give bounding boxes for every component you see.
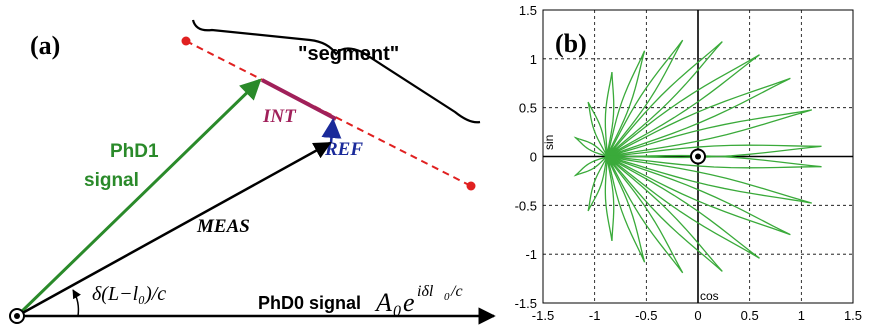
loop-curve-10 [573, 155, 608, 177]
loop-curve-11 [587, 156, 608, 212]
formula-exp: iδl [417, 283, 434, 300]
x-tick-label-5: 1 [798, 308, 805, 323]
loop-curve-7 [604, 71, 615, 157]
loop-curve-17 [606, 155, 791, 236]
panel-a-label: (a) [30, 31, 60, 60]
segment-label: "segment" [298, 43, 399, 65]
ref-arrow [321, 118, 342, 144]
loop-curve-3 [606, 54, 760, 158]
loop-curve-12 [604, 156, 615, 242]
angle-arc [72, 289, 81, 317]
panel-b: -1.5 -1 -0.5 0 0.5 1 1.5 1.5 1 0.5 0 -0.5 -1 -1.5 (b… [515, 3, 862, 323]
y-axis-label: sin [542, 135, 556, 150]
x-tick-label-1: -1 [589, 308, 601, 323]
phd0-formula: A 0 e iδl 0 /c [374, 283, 463, 320]
x-axis-label: cos [700, 289, 719, 303]
loop-curve-2 [606, 77, 791, 158]
phd1-label-line2: signal [84, 170, 139, 191]
loop-curve-5 [606, 39, 684, 157]
panel-a: (a) "segment" INT REF PhD1 signal MEAS δ… [9, 19, 496, 325]
formula-A-sub: 0 [393, 303, 401, 320]
x-tick-label-2: -0.5 [635, 308, 657, 323]
loop-curve-9 [573, 136, 608, 158]
phd1-label-line1: PhD1 [110, 141, 159, 162]
x-tick-label-0: -1.5 [532, 308, 554, 323]
segment-end-right [466, 181, 476, 191]
loop-curves [573, 39, 822, 274]
angle-label: δ(L−l₀)/c [92, 283, 166, 305]
formula-A: A [374, 288, 392, 317]
segment-end-left [181, 36, 191, 46]
loop-curve-6 [606, 50, 646, 157]
loop-curve-0 [607, 144, 822, 159]
formula-exp-tail: /c [450, 283, 463, 300]
y-tick-label-0: 1.5 [519, 3, 537, 18]
ref-label: REF [324, 139, 363, 160]
loop-curve-8 [587, 101, 608, 157]
loop-curve-19 [607, 154, 822, 169]
y-tick-label-3: 0 [530, 150, 537, 165]
plot-origin-inner [695, 153, 701, 160]
meas-label: MEAS [196, 216, 250, 237]
loop-curve-18 [606, 155, 812, 204]
y-tick-label-2: 0.5 [519, 101, 537, 116]
int-label: INT [262, 106, 297, 127]
x-tick-labels: -1.5 -1 -0.5 0 0.5 1 1.5 [532, 308, 862, 323]
x-tick-label-3: 0 [694, 308, 701, 323]
formula-exp-sub: 0 [444, 291, 450, 303]
y-tick-label-1: 1 [530, 52, 537, 67]
loop-curve-1 [606, 109, 812, 158]
x-tick-label-4: 0.5 [741, 308, 759, 323]
origin-inner [14, 313, 20, 319]
loop-curve-13 [606, 156, 646, 263]
x-tick-label-6: 1.5 [844, 308, 862, 323]
formula-e: e [403, 288, 415, 317]
loop-curve-15 [606, 156, 723, 272]
panel-b-label: (b) [555, 29, 587, 58]
segment-brace [191, 19, 481, 124]
meas-arrow [16, 141, 332, 318]
loop-curve-4 [606, 41, 723, 157]
y-tick-label-4: -0.5 [515, 198, 537, 213]
y-tick-labels: 1.5 1 0.5 0 -0.5 -1 -1.5 [515, 3, 537, 311]
int-segment [261, 78, 337, 121]
y-tick-label-6: -1.5 [515, 296, 537, 311]
phd0-label: PhD0 signal [258, 293, 361, 313]
y-tick-label-5: -1 [525, 247, 537, 262]
loop-curve-16 [606, 155, 760, 259]
loop-curve-14 [606, 156, 684, 274]
phd1-arrow [15, 78, 262, 318]
